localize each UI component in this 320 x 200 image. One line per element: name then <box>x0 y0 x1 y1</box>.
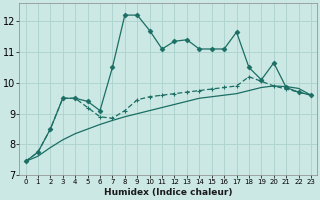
X-axis label: Humidex (Indice chaleur): Humidex (Indice chaleur) <box>104 188 233 197</box>
